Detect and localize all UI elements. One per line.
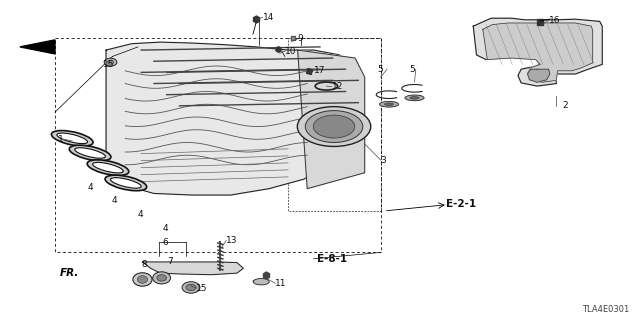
Ellipse shape — [157, 275, 166, 281]
Text: 5: 5 — [378, 65, 383, 74]
Ellipse shape — [410, 97, 419, 99]
Text: 4: 4 — [87, 183, 93, 192]
Polygon shape — [143, 262, 243, 275]
Ellipse shape — [75, 148, 106, 158]
Text: 15: 15 — [195, 284, 207, 292]
Ellipse shape — [314, 115, 355, 138]
Text: 16: 16 — [548, 16, 560, 25]
Ellipse shape — [69, 145, 111, 161]
Text: 9: 9 — [298, 35, 303, 44]
Text: 6: 6 — [163, 238, 168, 247]
Text: FR.: FR. — [60, 268, 79, 278]
Text: 5: 5 — [410, 65, 415, 74]
Ellipse shape — [108, 60, 114, 64]
Text: 8: 8 — [141, 260, 147, 269]
Text: E-8-1: E-8-1 — [317, 254, 347, 264]
Ellipse shape — [405, 95, 424, 101]
Text: 17: 17 — [314, 66, 325, 75]
Text: 4: 4 — [163, 224, 168, 233]
Ellipse shape — [87, 160, 129, 175]
Ellipse shape — [138, 276, 148, 283]
Polygon shape — [527, 69, 550, 82]
Polygon shape — [473, 18, 602, 86]
Ellipse shape — [182, 282, 200, 293]
Text: 14: 14 — [262, 13, 274, 22]
Text: 10: 10 — [285, 46, 296, 56]
Ellipse shape — [51, 131, 93, 146]
Text: 1: 1 — [58, 135, 63, 144]
Polygon shape — [20, 40, 55, 54]
Ellipse shape — [298, 107, 371, 147]
Text: 11: 11 — [275, 279, 287, 288]
Ellipse shape — [57, 133, 88, 144]
Text: 7: 7 — [167, 258, 173, 267]
Text: 12: 12 — [332, 82, 343, 91]
Ellipse shape — [380, 101, 399, 107]
Text: 4: 4 — [111, 196, 117, 205]
Text: TLA4E0301: TLA4E0301 — [582, 305, 630, 314]
Ellipse shape — [253, 278, 269, 285]
Ellipse shape — [153, 272, 171, 284]
Ellipse shape — [104, 58, 117, 66]
Text: E-2-1: E-2-1 — [446, 199, 476, 209]
Ellipse shape — [186, 284, 196, 291]
Polygon shape — [106, 42, 358, 195]
Ellipse shape — [105, 175, 147, 191]
Text: 4: 4 — [137, 210, 143, 219]
Text: 15: 15 — [103, 60, 115, 69]
Polygon shape — [298, 50, 365, 189]
Text: 2: 2 — [563, 101, 568, 110]
Ellipse shape — [111, 178, 141, 188]
Text: 3: 3 — [381, 156, 387, 164]
Ellipse shape — [133, 273, 152, 286]
Ellipse shape — [385, 103, 394, 106]
Text: 13: 13 — [226, 236, 237, 245]
Ellipse shape — [93, 162, 124, 173]
Polygon shape — [483, 23, 593, 82]
Ellipse shape — [305, 111, 363, 142]
